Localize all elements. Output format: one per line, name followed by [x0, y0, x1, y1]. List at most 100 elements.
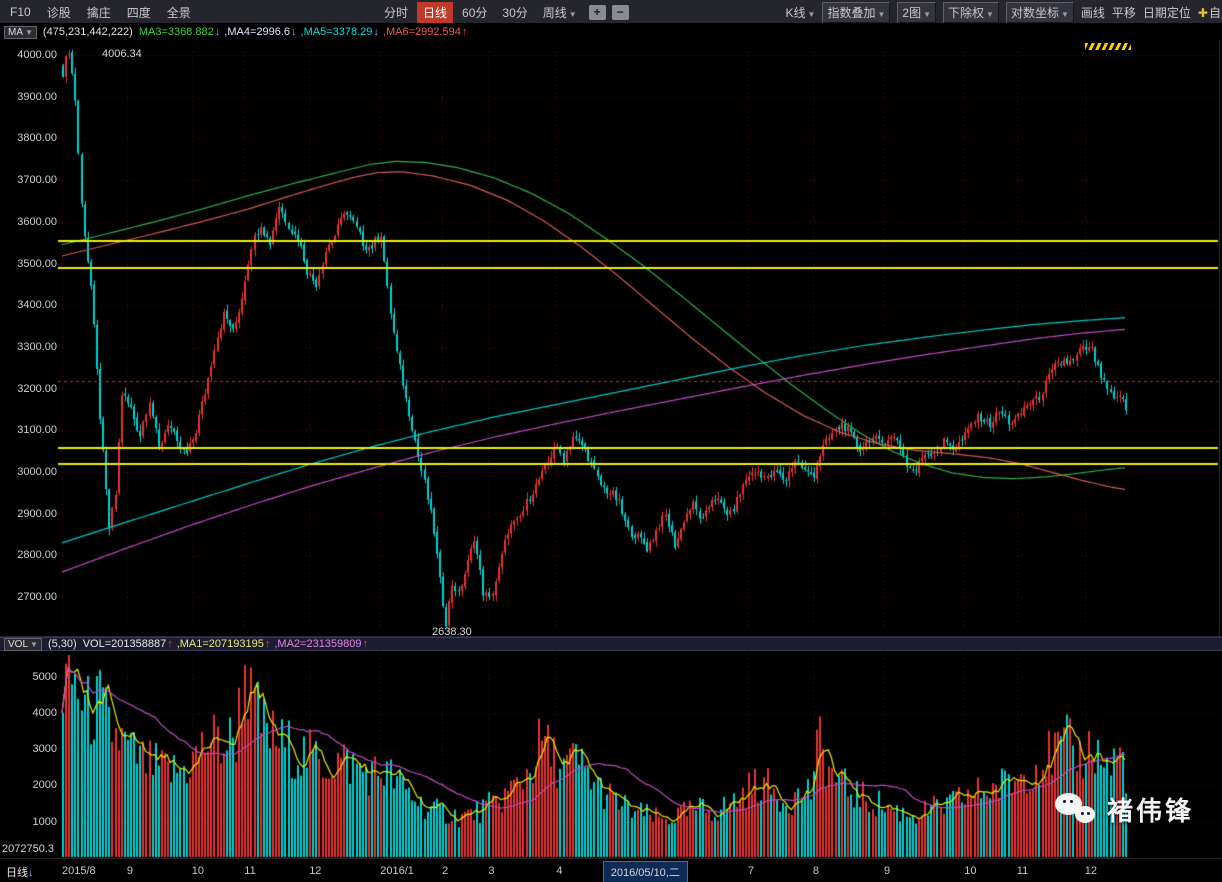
- chevron-down-icon: ▼: [807, 9, 816, 19]
- price-axis-label: 3500.00: [17, 257, 57, 270]
- watermark-text: 褚伟锋: [1106, 796, 1194, 826]
- main-chart: 4000.00 3900.00 3800.00 3700.00 3600.00 3500.…: [0, 40, 1222, 638]
- date-tick: 3: [488, 865, 495, 877]
- topbar-left: F10 诊股 擒庄 四度 全景: [10, 0, 191, 24]
- indicator-value: VOL=201358887↑: [82, 638, 173, 650]
- chevron-down-icon: ▼: [1060, 9, 1069, 19]
- menu-item[interactable]: 诊股: [46, 5, 71, 20]
- indicator-value: ,MA2=231359809↑: [274, 638, 369, 650]
- price-axis-label: 4000.00: [17, 49, 57, 61]
- volume-chart-canvas[interactable]: [0, 651, 1222, 858]
- toolbar-exright[interactable]: 下除权 ▼: [943, 1, 999, 23]
- date-tick: 8: [812, 865, 819, 877]
- price-axis-label: 2900.00: [17, 507, 57, 520]
- period-tab[interactable]: 60分: [462, 5, 488, 20]
- toolbar-log-scale[interactable]: 对数坐标 ▼: [1005, 1, 1074, 23]
- ma-indicator-button[interactable]: MA ▼: [4, 25, 37, 39]
- chevron-down-icon: ▼: [25, 27, 33, 37]
- high-annotation: 4006.34: [102, 48, 142, 60]
- price-axis-label: 3600.00: [17, 215, 57, 228]
- star-icon: ✚: [1197, 5, 1208, 20]
- vol-axis-label: 4000: [32, 706, 57, 719]
- period-tabs: 分时 日线 60分 30分 周线 ▼ + −: [378, 0, 629, 24]
- price-axis-label: 2700.00: [17, 591, 57, 604]
- date-tick: 9: [883, 865, 891, 877]
- down-arrow-icon: ↓: [291, 26, 297, 38]
- vol-indicator-button[interactable]: VOL ▼: [4, 637, 42, 651]
- signal-flag-icon: [1085, 43, 1131, 50]
- toolbar-custom[interactable]: ✚自: [1197, 5, 1221, 20]
- vol-axis-label: 3000: [32, 743, 57, 756]
- zoom-out-button[interactable]: −: [611, 4, 629, 20]
- volume-chart: 5000 4000 3000 2000 1000 2072750.3 褚伟锋: [0, 651, 1222, 858]
- indicator-value: ,MA1=207193195↑: [176, 638, 271, 650]
- period-tab[interactable]: 周线 ▼: [542, 5, 577, 20]
- period-tab[interactable]: 30分: [502, 5, 528, 20]
- ma-info-items: MA3=3368.882↓ ,MA4=2996.6↓ ,MA5=3378.29↓ ,M…: [139, 26, 468, 38]
- price-axis-label: 3700.00: [17, 174, 57, 187]
- date-tick: 4: [556, 865, 563, 877]
- period-tab[interactable]: 日线: [417, 1, 454, 23]
- date-tick: 9: [126, 865, 133, 877]
- zoom-in-button[interactable]: +: [588, 4, 606, 20]
- ma-params: (475,231,442,222): [42, 26, 133, 38]
- watermark: 褚伟锋: [1054, 791, 1194, 828]
- date-tick: 11: [1016, 865, 1029, 877]
- date-tick: 12: [309, 865, 322, 877]
- down-arrow-icon: ↓: [28, 867, 34, 879]
- toolbar-date-locate[interactable]: 日期定位: [1142, 5, 1191, 20]
- price-axis-label: 3300.00: [17, 340, 57, 353]
- vol-axis-label: 2000: [32, 779, 57, 792]
- up-arrow-icon: ↑: [264, 638, 271, 650]
- chevron-down-icon: ▼: [568, 9, 577, 19]
- topbar-right: K线 ▼ 指数叠加 ▼ 2图 ▼ 下除权 ▼ 对数坐标 ▼ 画线 平移 日期定位 ✚自: [786, 0, 1222, 24]
- toolbar-kline-style[interactable]: K线 ▼: [785, 5, 816, 20]
- vol-info-bar: VOL ▼ (5,30) VOL=201358887↑ ,MA1=207193195…: [0, 637, 1222, 651]
- period-label[interactable]: 日线↓: [6, 867, 34, 879]
- toolbar-chart-count[interactable]: 2图 ▼: [897, 1, 936, 23]
- ma-info-bar: MA ▼ (475,231,442,222) MA3=3368.882↓ ,MA4=…: [0, 24, 1222, 40]
- chevron-down-icon: ▼: [30, 639, 38, 649]
- up-arrow-icon: ↑: [362, 638, 369, 650]
- vol-min-label: 2072750.3: [2, 843, 54, 855]
- toolbar-pan[interactable]: 平移: [1111, 5, 1136, 20]
- date-tick: 11: [244, 865, 256, 877]
- date-tick: 2015/8: [62, 865, 96, 877]
- menu-item[interactable]: 全景: [166, 5, 191, 20]
- toolbar-index-overlay[interactable]: 指数叠加 ▼: [822, 1, 891, 23]
- indicator-value: ,MA5=3378.29↓: [300, 26, 379, 38]
- main-chart-canvas[interactable]: [0, 40, 1222, 636]
- price-axis-label: 3200.00: [17, 382, 57, 395]
- chevron-down-icon: ▼: [877, 9, 886, 19]
- topbar: F10 诊股 擒庄 四度 全景 分时 日线 60分 30分 周线 ▼ + − K线 ▼ 指数叠加 ▼ 2图 ▼ 下…: [0, 0, 1222, 24]
- price-axis-label: 3900.00: [17, 90, 57, 103]
- price-axis-label: 3000.00: [17, 466, 57, 478]
- toolbar-draw-line[interactable]: 画线: [1080, 5, 1105, 20]
- date-tick: 7: [747, 865, 755, 877]
- vol-axis-label: 5000: [32, 670, 57, 683]
- selected-date[interactable]: 2016/05/10,二: [602, 861, 688, 882]
- date-tick: 2016/1: [380, 865, 414, 877]
- vol-params: (5,30): [47, 638, 77, 650]
- menu-item[interactable]: F10: [10, 5, 31, 19]
- price-axis-label: 3800.00: [17, 132, 57, 145]
- menu-item[interactable]: 四度: [126, 5, 151, 20]
- price-axis-label: 2800.00: [17, 549, 57, 562]
- indicator-value: MA3=3368.882↓: [138, 26, 221, 38]
- indicator-value: ,MA6=2992.594↑: [382, 26, 468, 38]
- chevron-down-icon: ▼: [986, 9, 994, 19]
- up-arrow-icon: ↑: [461, 26, 468, 38]
- date-tick: 10: [964, 865, 977, 877]
- period-tab[interactable]: 分时: [384, 5, 409, 20]
- vol-axis-label: 1000: [32, 815, 57, 828]
- date-tick: 2: [442, 865, 449, 877]
- date-tick: 12: [1084, 865, 1098, 877]
- wechat-icon: [1054, 792, 1097, 828]
- menu-item[interactable]: 擒庄: [86, 5, 111, 20]
- up-arrow-icon: ↑: [167, 638, 173, 650]
- price-axis-label: 3100.00: [17, 424, 57, 437]
- statusbar: 日线↓ 2015/8 9 10 11 12 2016/1 2 3 4 7 8 9 10 11 12 2016…: [0, 858, 1222, 882]
- price-axis-label: 3400.00: [17, 299, 57, 312]
- down-arrow-icon: ↓: [373, 26, 379, 38]
- date-tick: 10: [191, 865, 205, 877]
